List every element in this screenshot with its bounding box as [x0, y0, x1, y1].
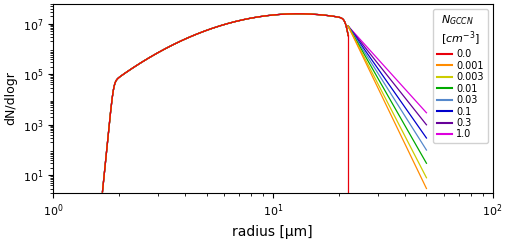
Legend: 0.0, 0.001, 0.003, 0.01, 0.03, 0.1, 0.3, 1.0: 0.0, 0.001, 0.003, 0.01, 0.03, 0.1, 0.3,… — [433, 9, 488, 143]
Y-axis label: dN/dlogr: dN/dlogr — [4, 72, 17, 125]
X-axis label: radius [μm]: radius [μm] — [233, 225, 313, 239]
